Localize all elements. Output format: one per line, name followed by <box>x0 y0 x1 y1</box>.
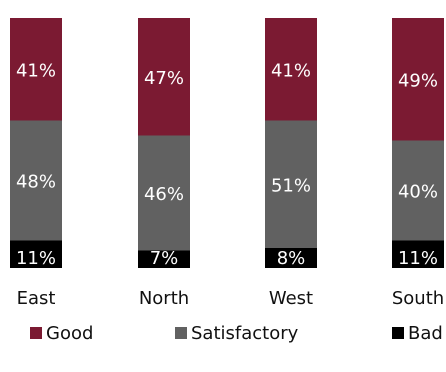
legend: Good Satisfactory Bad <box>30 323 443 344</box>
data-label-north-bad: 7% <box>150 248 179 269</box>
legend-swatch-bad <box>392 327 404 339</box>
bar-west-satisfactory <box>265 120 317 248</box>
bar-south-satisfactory <box>392 140 444 241</box>
bar-east-satisfactory <box>10 120 62 241</box>
bar-east-bad <box>10 240 62 268</box>
legend-swatch-satisfactory <box>175 327 187 339</box>
data-label-west-satisfactory: 51% <box>271 175 311 196</box>
bar-south-good <box>392 18 444 141</box>
bar-north-bad <box>138 250 190 268</box>
legend-item-bad: Bad <box>392 323 443 344</box>
legend-swatch-good <box>30 327 42 339</box>
legend-item-good: Good <box>30 323 93 344</box>
category-labels: East North West South <box>17 288 445 309</box>
bar-south-bad <box>392 240 444 268</box>
category-label-south: South <box>392 288 444 309</box>
legend-label-satisfactory: Satisfactory <box>191 323 299 344</box>
bars-group: 11% 48% 41% 7% 46% 47% 8% 51% 41% 11% 40% 49% <box>10 18 444 269</box>
legend-item-satisfactory: Satisfactory <box>175 323 299 344</box>
bar-west-bad <box>265 248 317 268</box>
bar-north-satisfactory <box>138 135 190 251</box>
legend-label-bad: Bad <box>408 323 443 344</box>
category-label-west: West <box>269 288 313 309</box>
data-label-north-satisfactory: 46% <box>144 184 184 205</box>
bar-east-good <box>10 18 62 121</box>
category-label-east: East <box>17 288 56 309</box>
data-label-south-bad: 11% <box>398 248 438 269</box>
data-label-east-good: 41% <box>16 60 56 81</box>
data-label-east-bad: 11% <box>16 248 56 269</box>
category-label-north: North <box>139 288 189 309</box>
data-label-north-good: 47% <box>144 68 184 89</box>
data-label-west-bad: 8% <box>277 248 306 269</box>
bar-west-good <box>265 18 317 121</box>
data-label-west-good: 41% <box>271 60 311 81</box>
data-label-south-good: 49% <box>398 70 438 91</box>
legend-label-good: Good <box>46 323 93 344</box>
data-label-south-satisfactory: 40% <box>398 182 438 203</box>
data-label-east-satisfactory: 48% <box>16 172 56 193</box>
bar-north-good <box>138 18 190 136</box>
